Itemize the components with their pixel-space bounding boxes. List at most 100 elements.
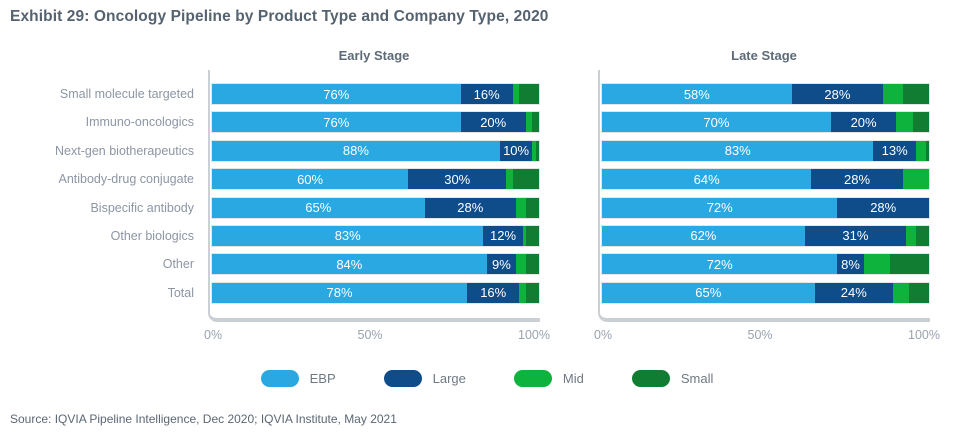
segment-mid <box>519 282 526 303</box>
late-stage-chart: Late Stage 58% 28% 70% 20% 83% 13% 64% 28% 72% 28… <box>594 48 940 342</box>
segment-ebp: 64% <box>602 169 812 190</box>
segment-ebp: 58% <box>602 84 792 104</box>
segment-ebp: 72% <box>602 197 838 218</box>
early-tick-0: 0% <box>204 328 223 342</box>
mid-swatch <box>513 370 552 387</box>
segment-small <box>909 282 929 303</box>
segment-large: 9% <box>486 254 517 275</box>
category-label-bispecific-antibody: Bispecific antibody <box>90 200 194 215</box>
early-tick-100: 100% <box>518 328 550 342</box>
segment-large: 12% <box>483 225 523 246</box>
segment-small <box>912 112 929 133</box>
segment-mid <box>512 84 520 104</box>
early-stage-bars: 76% 16% 76% 20% 88% 10% 60% 30% 65% 28% 83% 12% 84% 9… <box>210 83 540 304</box>
bar-row-antibody-drug-conjugate: 60% 30% <box>211 168 540 191</box>
segment-small <box>889 254 929 275</box>
early-stage-title: Early Stage <box>338 48 410 63</box>
late-stage-title: Late Stage <box>731 48 797 63</box>
category-label-small-molecule-targeted: Small molecule targeted <box>59 87 194 101</box>
segment-ebp: 70% <box>602 112 831 133</box>
segment-mid <box>896 112 913 133</box>
legend: EBP Large Mid Small <box>0 370 974 387</box>
bar-row-other-biologics: 62% 31% <box>601 224 930 247</box>
segment-ebp: 78% <box>212 282 468 303</box>
late-tick-50: 50% <box>747 328 773 342</box>
legend-label-large: Large <box>432 371 466 386</box>
bar-row-total: 65% 24% <box>601 281 930 304</box>
segment-large: 31% <box>804 225 907 246</box>
segment-small <box>525 197 539 218</box>
segment-ebp: 83% <box>212 225 484 246</box>
bar-row-total: 78% 16% <box>211 281 540 304</box>
segment-ebp: 84% <box>212 254 487 275</box>
legend-item-large: Large <box>383 370 466 387</box>
late-stage-bars: 58% 28% 70% 20% 83% 13% 64% 28% 72% 28% 62% 31% 72% 8… <box>600 83 930 304</box>
early-stage-chart: Early Stage 76% 16% 76% 20% 88% 10% 60% 30% 65% 2… <box>204 48 550 342</box>
bar-row-other-biologics: 83% 12% <box>211 224 540 247</box>
segment-large: 16% <box>467 282 520 303</box>
segment-ebp: 76% <box>212 112 461 133</box>
segment-large: 10% <box>499 140 533 161</box>
exhibit-title: Exhibit 29: Oncology Pipeline by Product… <box>10 8 549 25</box>
segment-mid <box>902 169 929 190</box>
bar-row-bispecific-antibody: 72% 28% <box>601 196 930 219</box>
segment-ebp: 72% <box>602 254 838 275</box>
segment-large: 28% <box>424 197 517 218</box>
legend-label-mid: Mid <box>562 371 584 386</box>
segment-mid <box>915 140 926 161</box>
category-label-total: Total <box>167 285 194 300</box>
source-note: Source: IQVIA Pipeline Intelligence, Dec… <box>10 412 397 426</box>
segment-mid <box>525 112 533 133</box>
bar-row-antibody-drug-conjugate: 64% 28% <box>601 168 930 191</box>
small-swatch <box>631 370 670 387</box>
late-stage-plot: 58% 28% 70% 20% 83% 13% 64% 28% 72% 28% 62% 31% 72% 8… <box>598 70 930 322</box>
segment-large: 30% <box>408 169 507 190</box>
segment-ebp: 65% <box>602 282 815 303</box>
segment-ebp: 62% <box>602 225 805 246</box>
category-labels: Small molecule targeted Immuno-oncologics… <box>0 83 202 310</box>
segment-large: 24% <box>814 282 894 303</box>
category-label-next-gen-biotherapeutics: Next-gen biotherapeutics <box>55 143 194 158</box>
segment-ebp: 60% <box>212 169 409 190</box>
legend-item-small: Small <box>631 370 714 387</box>
bar-row-other: 72% 8% <box>601 253 930 276</box>
segment-mid <box>522 225 526 246</box>
segment-small <box>519 84 539 104</box>
bar-row-immuno-oncologics: 76% 20% <box>211 111 540 134</box>
segment-mid <box>516 197 526 218</box>
segment-mid <box>532 140 536 161</box>
category-label-immuno-oncologics: Immuno-oncologics <box>85 115 194 130</box>
segment-large: 28% <box>811 169 903 190</box>
segment-mid <box>893 282 910 303</box>
early-stage-plot: 76% 16% 76% 20% 88% 10% 60% 30% 65% 28% 83% 12% 84% 9… <box>208 70 540 322</box>
late-tick-100: 100% <box>908 328 940 342</box>
segment-large: 20% <box>830 112 897 133</box>
legend-label-small: Small <box>680 371 714 386</box>
bar-row-small-molecule-targeted: 76% 16% <box>211 83 540 105</box>
late-tick-0: 0% <box>594 328 613 342</box>
bar-row-other: 84% 9% <box>211 253 540 276</box>
bar-row-immuno-oncologics: 70% 20% <box>601 111 930 134</box>
category-label-antibody-drug-conjugate: Antibody-drug conjugate <box>58 172 194 187</box>
segment-small <box>525 225 539 246</box>
segment-mid <box>863 254 890 275</box>
segment-small <box>512 169 539 190</box>
legend-item-ebp: EBP <box>260 370 336 387</box>
bar-row-bispecific-antibody: 65% 28% <box>211 196 540 219</box>
ebp-swatch <box>260 370 299 387</box>
legend-label-ebp: EBP <box>309 371 336 386</box>
segment-large: 16% <box>460 84 513 104</box>
early-tick-50: 50% <box>357 328 383 342</box>
bar-row-next-gen-biotherapeutics: 88% 10% <box>211 139 540 162</box>
segment-large: 13% <box>873 140 916 161</box>
segment-large: 20% <box>460 112 526 133</box>
segment-small <box>915 225 929 246</box>
segment-ebp: 88% <box>212 140 500 161</box>
segment-small <box>535 140 539 161</box>
segment-ebp: 83% <box>602 140 874 161</box>
late-stage-x-axis: 0% 50% 100% <box>594 328 940 342</box>
segment-large: 8% <box>837 254 864 275</box>
segment-ebp: 65% <box>212 197 425 218</box>
legend-item-mid: Mid <box>513 370 584 387</box>
early-stage-x-axis: 0% 50% 100% <box>204 328 550 342</box>
